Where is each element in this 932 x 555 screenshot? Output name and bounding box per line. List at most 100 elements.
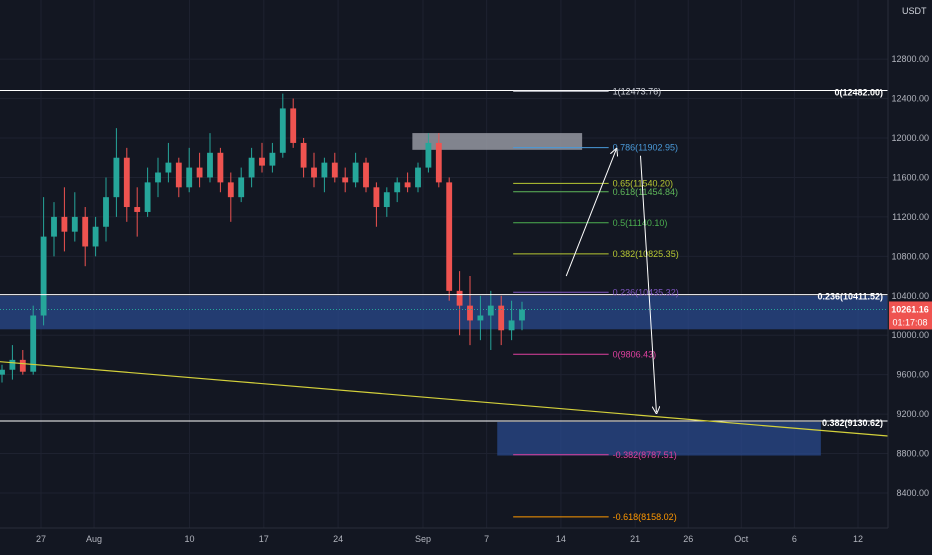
y-tick-label: 9200.00 (896, 409, 929, 419)
candle (144, 167, 151, 217)
candle-body (9, 359, 16, 370)
x-tick-label: 14 (556, 534, 566, 544)
candle-body (404, 182, 411, 188)
candle (92, 216, 99, 257)
candle (103, 177, 109, 242)
candle (207, 133, 213, 183)
candle-body (508, 320, 515, 331)
down-arrow (639, 155, 656, 412)
x-tick-label: 17 (259, 534, 269, 544)
candle (415, 162, 421, 193)
overlays: 0(12482.00) 0.236(10411.52) 0.382(9130.62)… (0, 86, 889, 522)
y-tick-label: 11200.00 (892, 212, 929, 222)
candle-body (196, 167, 203, 178)
candle (134, 187, 141, 237)
x-tick-label: 6 (792, 534, 797, 544)
candle (0, 364, 5, 383)
candle (477, 295, 484, 341)
candle-body (134, 207, 141, 212)
x-tick-label: 7 (484, 534, 489, 544)
candle (435, 133, 442, 188)
fib-level-label: -0.382(8787.51) (613, 450, 677, 460)
target-zone (497, 422, 821, 456)
candle (342, 167, 349, 193)
candle (269, 142, 276, 173)
support-zone (0, 295, 888, 330)
candle-body (123, 157, 130, 208)
last-price-badge[interactable] (889, 301, 932, 330)
candle-body (435, 142, 442, 183)
x-tick-label: 12 (853, 534, 863, 544)
candle-body (425, 142, 432, 168)
candle (248, 147, 255, 188)
fib-level-label: 0.618(11454.84) (613, 187, 678, 197)
candle (290, 98, 297, 148)
trendline (0, 361, 889, 437)
candle-body (51, 216, 57, 237)
candle (446, 177, 453, 301)
y-tick-label: 12800.00 (891, 54, 929, 64)
candle (51, 202, 57, 257)
fib-level-label: 1(12473.76) (613, 86, 662, 96)
candles (0, 93, 525, 383)
x-tick-label: Sep (415, 534, 431, 544)
candle-body (373, 187, 380, 208)
candle-body (103, 197, 109, 227)
y-tick-label: 12400.00 (891, 94, 929, 104)
candle-body (394, 182, 401, 193)
candle-body (446, 182, 453, 291)
x-tick-label: 21 (630, 534, 640, 544)
candle (508, 300, 515, 341)
candle-body (19, 359, 26, 372)
candle (123, 147, 130, 222)
key-level-label: 0.236(10411.52) (817, 292, 883, 302)
candle-body (165, 162, 172, 173)
candle-body (207, 152, 213, 178)
x-tick-label: Oct (734, 534, 749, 544)
candle (300, 138, 307, 178)
candle (259, 142, 265, 173)
y-tick-label: 9600.00 (896, 370, 929, 380)
price-axis-panel[interactable] (888, 0, 932, 528)
candle-body (0, 369, 5, 375)
candle-body (248, 157, 255, 178)
candle (519, 301, 525, 331)
fib-level-label: 0.382(10825.35) (613, 249, 679, 259)
candle (394, 177, 401, 203)
candle-body (144, 182, 151, 212)
candle-body (259, 157, 265, 166)
candle-body (279, 108, 286, 153)
x-tick-label: 10 (185, 534, 195, 544)
candle-body (227, 182, 234, 198)
candle (321, 157, 328, 193)
candle-body (92, 226, 99, 247)
candle-body (40, 236, 47, 316)
candle-body (175, 162, 182, 188)
candle-body (186, 167, 193, 188)
candle (30, 305, 37, 375)
candle-body (290, 108, 297, 143)
candle-body (415, 167, 421, 188)
candle (404, 172, 411, 193)
candle (487, 290, 494, 351)
y-tick-label: 10000.00 (891, 330, 929, 340)
countdown-label: 01:17:08 (892, 317, 927, 327)
y-tick-label: 12000.00 (891, 133, 929, 143)
currency-label: USDT (902, 6, 927, 16)
candle (331, 152, 338, 183)
y-tick-label: 8800.00 (896, 449, 929, 459)
x-tick-label: Aug (86, 534, 102, 544)
candle (40, 197, 47, 326)
x-tick-label: 26 (683, 534, 693, 544)
candle (425, 133, 432, 173)
resistance-zone (412, 133, 583, 150)
candle-body (155, 172, 161, 183)
fib-level-label: 0.786(11902.95) (613, 143, 678, 153)
fib-level-label: 0.236(10435.32) (613, 287, 679, 297)
time-axis-panel[interactable] (0, 528, 888, 550)
candle-body (30, 315, 37, 372)
candle-body (300, 142, 307, 168)
